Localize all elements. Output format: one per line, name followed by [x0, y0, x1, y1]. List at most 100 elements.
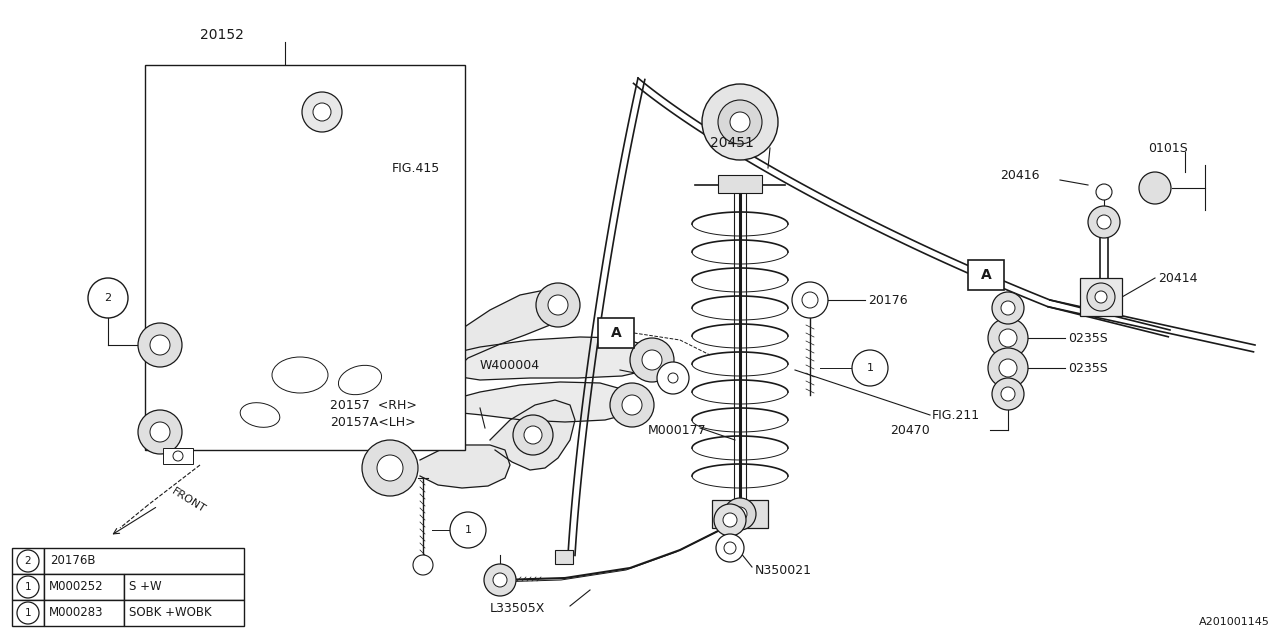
Circle shape: [668, 373, 678, 383]
Circle shape: [17, 550, 38, 572]
Circle shape: [792, 282, 828, 318]
Text: 20414: 20414: [1158, 271, 1198, 285]
Bar: [556, 550, 573, 564]
Circle shape: [803, 292, 818, 308]
Bar: [145, 65, 465, 450]
Text: 20176: 20176: [868, 294, 908, 307]
Circle shape: [1001, 301, 1015, 315]
Circle shape: [724, 498, 756, 530]
Circle shape: [714, 504, 746, 536]
Circle shape: [484, 564, 516, 596]
Text: M000177: M000177: [648, 424, 707, 436]
Circle shape: [622, 395, 643, 415]
Circle shape: [173, 451, 183, 461]
Circle shape: [992, 378, 1024, 410]
Bar: [12, 574, 44, 600]
Text: 20152: 20152: [200, 28, 244, 42]
Circle shape: [724, 542, 736, 554]
Polygon shape: [490, 400, 575, 470]
Text: 20157A<LH>: 20157A<LH>: [330, 415, 416, 429]
Text: 1: 1: [465, 525, 471, 535]
Polygon shape: [435, 290, 562, 375]
Bar: [124, 574, 244, 600]
Text: S +W: S +W: [129, 580, 161, 593]
Text: 1: 1: [867, 363, 873, 373]
Ellipse shape: [338, 365, 381, 395]
Circle shape: [513, 415, 553, 455]
Text: M000252: M000252: [49, 580, 104, 593]
Bar: [12, 600, 44, 626]
Text: FIG.211: FIG.211: [932, 408, 980, 422]
Bar: [44, 574, 124, 600]
Circle shape: [1139, 172, 1171, 204]
Text: 0235S: 0235S: [1068, 332, 1107, 344]
Circle shape: [716, 534, 744, 562]
Circle shape: [992, 292, 1024, 324]
Bar: [1080, 278, 1123, 316]
Polygon shape: [420, 445, 509, 488]
Circle shape: [378, 455, 403, 481]
Circle shape: [493, 573, 507, 587]
Circle shape: [723, 513, 737, 527]
Text: SOBK +WOBK: SOBK +WOBK: [129, 607, 211, 620]
Polygon shape: [157, 308, 451, 440]
Circle shape: [657, 362, 689, 394]
Circle shape: [730, 112, 750, 132]
Circle shape: [150, 422, 170, 442]
Circle shape: [362, 440, 419, 496]
Text: FRONT: FRONT: [169, 486, 207, 515]
Text: 20157  <RH>: 20157 <RH>: [330, 399, 417, 412]
Circle shape: [852, 350, 888, 386]
Text: W400004: W400004: [480, 358, 540, 371]
Circle shape: [88, 278, 128, 318]
Text: A: A: [980, 268, 992, 282]
Text: 1: 1: [24, 582, 31, 592]
Text: A: A: [611, 326, 621, 340]
Bar: [44, 548, 244, 574]
Circle shape: [451, 512, 486, 548]
Ellipse shape: [273, 357, 328, 393]
Circle shape: [718, 100, 762, 144]
Circle shape: [611, 383, 654, 427]
Bar: [712, 500, 768, 528]
Circle shape: [314, 103, 332, 121]
Text: FIG.415: FIG.415: [392, 161, 440, 175]
Text: M000283: M000283: [49, 607, 104, 620]
Bar: [718, 175, 762, 193]
Circle shape: [1097, 215, 1111, 229]
Bar: [44, 600, 124, 626]
Circle shape: [988, 318, 1028, 358]
Circle shape: [17, 576, 38, 598]
Circle shape: [630, 338, 675, 382]
Circle shape: [1096, 184, 1112, 200]
Circle shape: [1094, 291, 1107, 303]
Circle shape: [701, 84, 778, 160]
Text: A201001145: A201001145: [1199, 617, 1270, 627]
Circle shape: [413, 555, 433, 575]
Text: L33505X: L33505X: [490, 602, 545, 614]
Circle shape: [733, 507, 748, 521]
Bar: [163, 448, 193, 464]
Bar: [12, 548, 44, 574]
Polygon shape: [260, 118, 328, 318]
Circle shape: [138, 323, 182, 367]
Circle shape: [1001, 387, 1015, 401]
Text: 20176B: 20176B: [50, 554, 96, 568]
Ellipse shape: [241, 403, 280, 428]
Text: 0101S: 0101S: [1148, 141, 1188, 154]
Circle shape: [998, 329, 1018, 347]
Text: 2: 2: [24, 556, 31, 566]
Text: 20416: 20416: [1001, 168, 1039, 182]
Text: 0235S: 0235S: [1068, 362, 1107, 374]
Circle shape: [17, 602, 38, 624]
Text: 20451: 20451: [710, 136, 754, 150]
Text: 20470: 20470: [890, 424, 929, 436]
Circle shape: [643, 350, 662, 370]
Circle shape: [998, 359, 1018, 377]
Bar: [124, 600, 244, 626]
Circle shape: [1087, 283, 1115, 311]
Circle shape: [988, 348, 1028, 388]
Text: 2: 2: [105, 293, 111, 303]
Circle shape: [524, 426, 541, 444]
Text: 1: 1: [24, 608, 31, 618]
